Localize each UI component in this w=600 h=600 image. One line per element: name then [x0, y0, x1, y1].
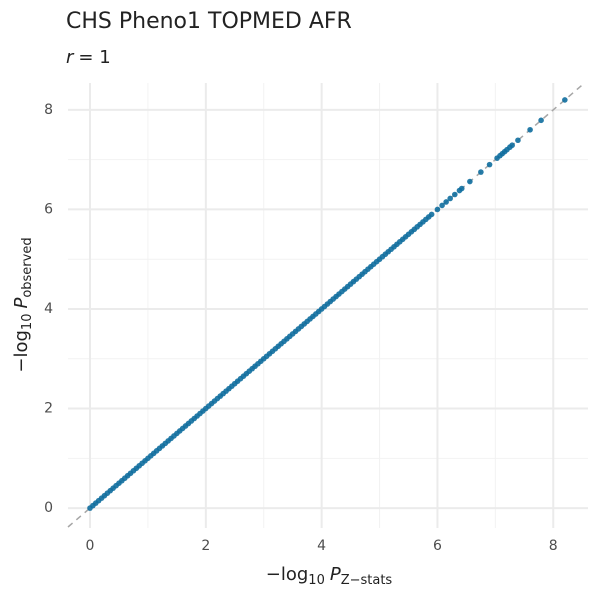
y-label-prefix: −log — [11, 330, 32, 373]
point — [562, 97, 568, 103]
x-label-prefix: −log — [266, 564, 309, 585]
x-label-symbol: P — [330, 564, 341, 585]
point — [452, 191, 458, 198]
point — [428, 211, 435, 218]
y-label-symbol: P — [11, 298, 32, 309]
x-tick-label: 4 — [317, 538, 326, 554]
y-tick-label: 6 — [44, 201, 53, 217]
point — [439, 202, 445, 209]
point — [458, 185, 465, 192]
point — [486, 161, 493, 168]
point — [515, 137, 521, 144]
y-label-base: 10 — [20, 314, 35, 331]
point — [467, 178, 473, 185]
x-tick-label: 8 — [549, 538, 558, 554]
point — [447, 195, 453, 202]
chart-subtitle: r = 1 — [66, 47, 111, 68]
point — [478, 169, 484, 175]
x-axis-label: −log10 PZ−stats — [266, 564, 393, 588]
point — [538, 117, 544, 124]
y-tick-label: 8 — [44, 102, 53, 118]
subtitle-variable: r — [66, 47, 75, 68]
point — [434, 206, 441, 213]
point — [443, 199, 449, 205]
point — [527, 126, 533, 133]
x-tick-label: 2 — [201, 538, 210, 554]
y-tick-label: 4 — [44, 301, 53, 317]
y-label-subscript: observed — [20, 237, 35, 297]
point — [509, 142, 515, 149]
x-tick-label: 6 — [433, 538, 442, 554]
x-label-base: 10 — [308, 573, 325, 588]
y-axis-label: −log10 Pobserved — [11, 237, 35, 372]
subtitle-text: = 1 — [78, 47, 110, 68]
y-tick-label: 2 — [44, 401, 53, 417]
x-tick-label: 0 — [86, 538, 95, 554]
chart-title: CHS Pheno1 TOPMED AFR — [66, 9, 352, 34]
x-label-subscript: Z−stats — [341, 573, 393, 588]
y-tick-label: 0 — [44, 500, 53, 516]
